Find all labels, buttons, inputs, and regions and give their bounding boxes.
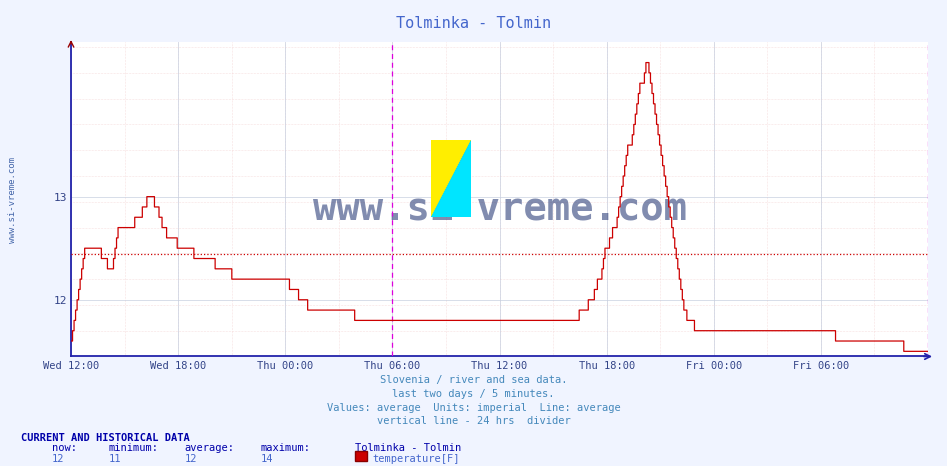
Text: now:: now: <box>52 443 77 452</box>
Text: temperature[F]: temperature[F] <box>372 454 459 464</box>
Polygon shape <box>431 140 458 194</box>
Text: Tolminka - Tolmin: Tolminka - Tolmin <box>396 16 551 31</box>
Text: CURRENT AND HISTORICAL DATA: CURRENT AND HISTORICAL DATA <box>21 433 189 443</box>
Text: 14: 14 <box>260 454 273 464</box>
Polygon shape <box>431 140 471 217</box>
Text: www.si-vreme.com: www.si-vreme.com <box>8 158 17 243</box>
Text: 12: 12 <box>52 454 64 464</box>
Text: minimum:: minimum: <box>109 443 159 452</box>
Text: 11: 11 <box>109 454 121 464</box>
Text: www.si-vreme.com: www.si-vreme.com <box>313 190 687 228</box>
Text: Values: average  Units: imperial  Line: average: Values: average Units: imperial Line: av… <box>327 403 620 413</box>
Text: last two days / 5 minutes.: last two days / 5 minutes. <box>392 389 555 399</box>
Text: average:: average: <box>185 443 235 452</box>
Polygon shape <box>431 140 471 217</box>
Text: Slovenia / river and sea data.: Slovenia / river and sea data. <box>380 375 567 385</box>
Text: Tolminka - Tolmin: Tolminka - Tolmin <box>355 443 461 452</box>
Text: 12: 12 <box>185 454 197 464</box>
Text: vertical line - 24 hrs  divider: vertical line - 24 hrs divider <box>377 416 570 425</box>
Text: maximum:: maximum: <box>260 443 311 452</box>
